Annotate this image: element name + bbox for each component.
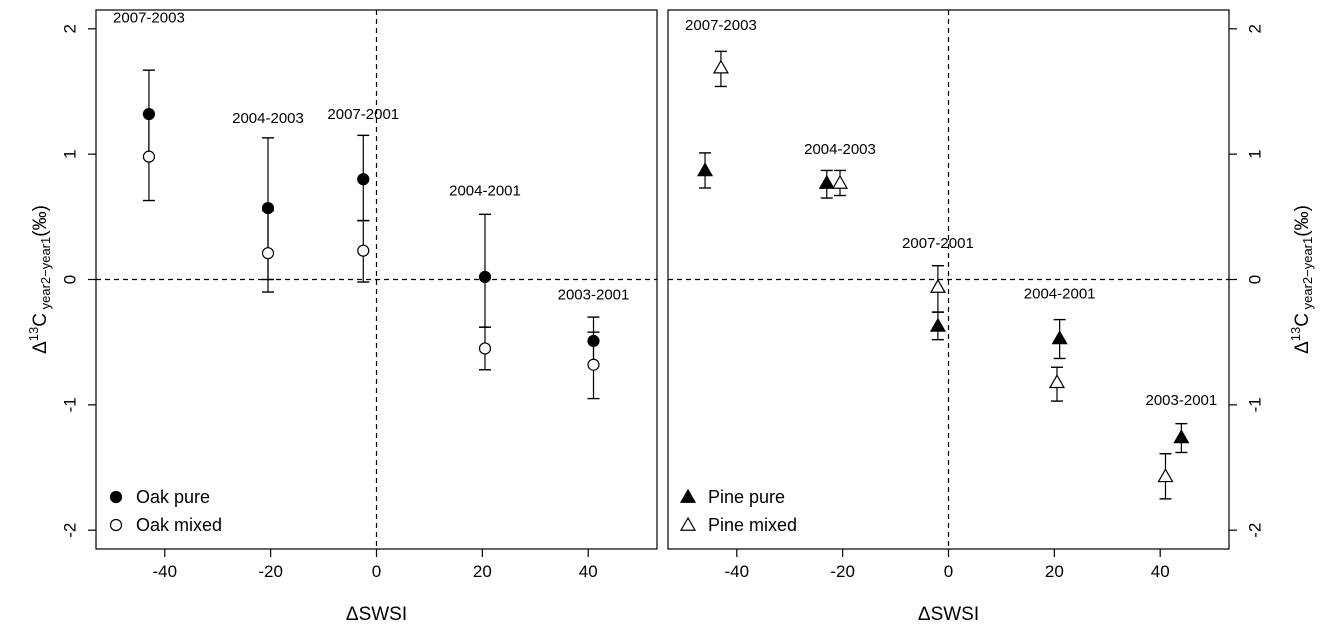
data-point-oak-pure: [478, 270, 492, 284]
x-tick-label: 40: [1151, 562, 1170, 581]
data-point-oak-mixed: [261, 247, 275, 260]
y-tick-label: 1: [61, 149, 80, 158]
data-point-oak-mixed: [478, 342, 492, 355]
data-point-oak-mixed: [357, 244, 370, 257]
legend-marker: [109, 518, 123, 532]
x-tick-label: 0: [372, 562, 381, 581]
legend-label: Oak mixed: [136, 515, 222, 535]
x-tick-label: -20: [830, 562, 855, 581]
x-axis-title: ΔSWSI: [918, 604, 979, 625]
legend-marker: [679, 516, 697, 531]
x-tick-label: 20: [1045, 562, 1064, 581]
annotation-label: 2007-2001: [327, 106, 399, 123]
y-tick-label: 2: [61, 24, 80, 33]
x-tick-label: -40: [725, 562, 750, 581]
y-axis-title-main: C: [1292, 313, 1313, 327]
panel-left: -40 -20 0 20 40 ΔSWSI -2 -1 0 1 2 Δ13C year2−year1(…: [26, 9, 658, 625]
data-point-pine-pure: [1051, 330, 1068, 345]
annotation-label: 2004-2001: [1024, 285, 1096, 302]
y-axis-title-delta: Δ: [1292, 341, 1313, 354]
y-axis-title-sup: 13: [1288, 327, 1303, 341]
data-point-pine-pure: [818, 174, 835, 189]
annotation-label: 2007-2001: [902, 235, 974, 252]
y-tick-label: 0: [61, 275, 80, 284]
data-point-pine-mixed: [1048, 374, 1066, 389]
y-axis-title-delta: Δ: [30, 341, 51, 354]
y-axis-title-sup: 13: [26, 327, 41, 341]
y-tick-label: -2: [61, 523, 80, 538]
series-pine-pure: [697, 152, 1190, 454]
y-tick-label: 0: [1246, 275, 1265, 284]
legend-label: Pine pure: [708, 487, 785, 507]
legend: Oak pure Oak mixed: [109, 487, 222, 535]
y-tick-label: -1: [1246, 397, 1265, 412]
data-point-oak-mixed: [587, 358, 600, 371]
x-tick-label: 20: [473, 562, 492, 581]
y-axis-title: Δ13C year2−year1(‰): [26, 205, 53, 354]
y-axis-title-main: C: [30, 313, 51, 327]
x-tick-label: 0: [944, 562, 953, 581]
annotation-label: 2004-2003: [804, 141, 876, 158]
x-tick-label: 40: [579, 562, 598, 581]
x-tick-label: -40: [153, 562, 178, 581]
annotation-label: 2003-2001: [1146, 392, 1218, 409]
legend-label: Oak pure: [136, 487, 210, 507]
data-point-pine-pure: [929, 317, 946, 332]
series-pine-mixed: [712, 50, 1174, 500]
legend-marker: [109, 490, 123, 504]
data-point-pine-mixed: [1157, 468, 1174, 483]
y-tick-label: -2: [1246, 523, 1265, 538]
y-tick-label: 1: [1246, 149, 1265, 158]
x-tick-label: -20: [258, 562, 283, 581]
annotation-label: 2007-2003: [685, 17, 757, 34]
series-oak-mixed: [142, 113, 600, 400]
y-tick-label: 2: [1246, 24, 1265, 33]
data-point-oak-mixed: [142, 150, 156, 163]
data-point-pine-mixed: [712, 59, 729, 74]
legend-label: Pine mixed: [708, 515, 797, 535]
annotation-label: 2007-2003: [113, 10, 185, 27]
panel-right: -40 -20 0 20 40 ΔSWSI -2 -1 0 1 2 Δ13C year2−year1(…: [667, 9, 1315, 625]
data-point-pine-pure: [697, 162, 714, 177]
annotation-label: 2004-2003: [232, 110, 304, 127]
data-point-pine-pure: [1173, 429, 1190, 444]
y-axis-title-unit: (‰): [1292, 205, 1313, 237]
data-point-oak-pure: [357, 173, 370, 186]
y-axis-title-sub: year2−year1: [38, 237, 53, 313]
y-tick-label: -1: [61, 397, 80, 412]
data-point-pine-mixed: [831, 174, 849, 189]
y-axis-title-unit: (‰): [30, 205, 51, 237]
y-axis-title: Δ13C year2−year1(‰): [1288, 205, 1315, 354]
x-axis-title: ΔSWSI: [346, 604, 407, 625]
data-point-pine-mixed: [929, 278, 946, 293]
annotation-label: 2004-2001: [449, 183, 521, 200]
y-axis-title-sub: year2−year1: [1300, 237, 1315, 313]
annotation-label: 2003-2001: [558, 287, 630, 304]
legend-marker: [679, 488, 697, 503]
legend: Pine pure Pine mixed: [679, 487, 797, 535]
